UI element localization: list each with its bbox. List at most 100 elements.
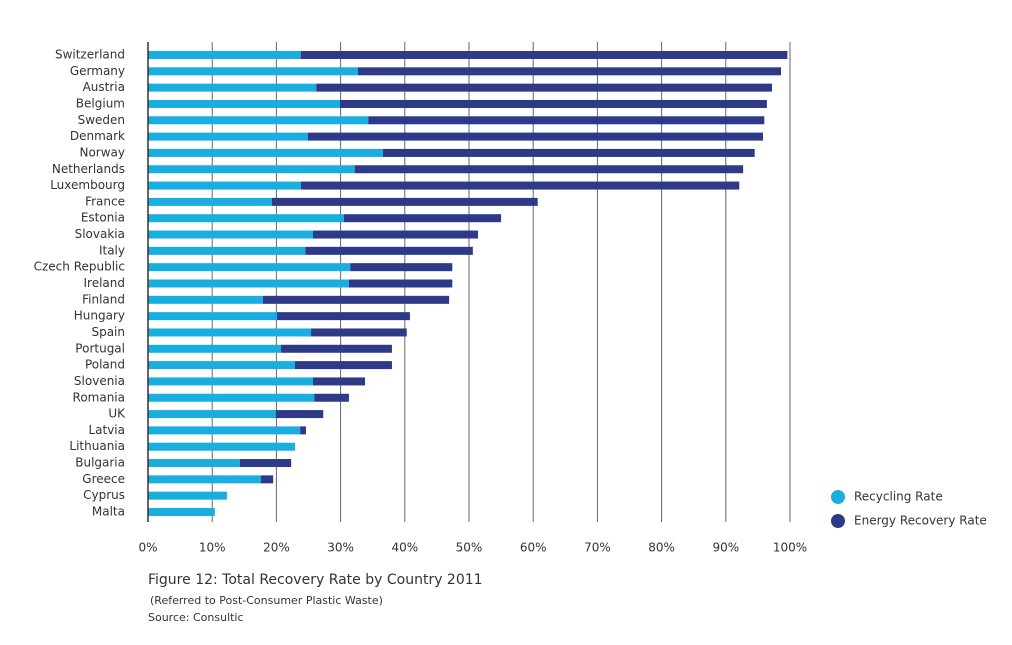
y-tick-label: Sweden: [78, 113, 125, 127]
bar-segment: [148, 295, 263, 304]
bar-segment: [262, 295, 450, 304]
x-tick-label: 10%: [199, 541, 226, 555]
chart-source: Source: Consultic: [148, 611, 244, 624]
bar-segment: [148, 491, 227, 500]
bar-segment: [300, 181, 740, 190]
x-tick-label: 90%: [712, 541, 739, 555]
bar-segment: [148, 116, 369, 125]
y-tick-label: Slovakia: [75, 227, 125, 241]
bar-segment: [148, 181, 301, 190]
bar-segment: [148, 508, 215, 516]
bar-segment: [382, 148, 755, 157]
bar-segment: [148, 51, 301, 59]
y-tick-label: Ireland: [83, 276, 125, 290]
bar-segment: [314, 393, 349, 402]
bar-segment: [275, 410, 324, 419]
bar-segment: [239, 459, 292, 468]
bar-segment: [148, 148, 383, 157]
x-tick-label: 60%: [520, 541, 547, 555]
x-tick-label: 70%: [584, 541, 611, 555]
y-tick-label: Germany: [70, 64, 125, 78]
legend-marker: [831, 490, 845, 504]
y-tick-label: Cyprus: [83, 488, 125, 502]
y-tick-label: Portugal: [75, 341, 125, 355]
legend-label: Recycling Rate: [854, 490, 943, 504]
bar-segment: [307, 132, 764, 141]
bar-segment: [148, 328, 312, 337]
bar-segment: [148, 99, 340, 108]
bar-segment: [148, 361, 296, 370]
bar-segment: [354, 165, 744, 174]
x-tick-label: 80%: [648, 541, 675, 555]
bar-segment: [148, 197, 272, 206]
bar-segment: [295, 361, 392, 370]
legend-label: Energy Recovery Rate: [854, 514, 987, 528]
bar-segment: [148, 214, 344, 223]
y-tick-label: Netherlands: [52, 162, 125, 176]
bar-segment: [312, 230, 478, 239]
y-tick-label: Czech Republic: [34, 260, 125, 274]
bar-segment: [148, 377, 313, 386]
bar-segment: [339, 99, 767, 108]
x-tick-label: 30%: [327, 541, 354, 555]
bar-segment: [148, 165, 355, 174]
bar-segment: [312, 377, 365, 386]
bar-segment: [148, 230, 313, 239]
y-tick-label: Switzerland: [55, 48, 125, 62]
bar-segment: [148, 393, 315, 402]
y-tick-label: Estonia: [81, 211, 125, 225]
x-tick-label: 100%: [773, 541, 807, 555]
y-tick-label: Slovenia: [74, 374, 125, 388]
y-tick-label: France: [85, 194, 125, 208]
y-tick-label: Finland: [82, 292, 125, 306]
bar-segment: [148, 312, 278, 321]
y-tick-label: Belgium: [76, 96, 125, 110]
x-tick-label: 20%: [263, 541, 290, 555]
bar-segment: [343, 214, 502, 223]
bar-segment: [148, 459, 240, 468]
chart-title: Figure 12: Total Recovery Rate by Countr…: [148, 572, 483, 588]
bar-segment: [271, 197, 538, 206]
bar-segment: [311, 328, 407, 337]
bar-segment: [148, 132, 308, 141]
x-tick-label: 50%: [456, 541, 483, 555]
bar-segment: [148, 67, 358, 76]
y-tick-label: Romania: [73, 390, 125, 404]
y-tick-label: Norway: [79, 145, 125, 159]
y-tick-label: Malta: [92, 505, 125, 519]
y-tick-label: Greece: [82, 472, 125, 486]
y-tick-label: Lithuania: [69, 439, 125, 453]
y-tick-label: Luxembourg: [50, 178, 125, 192]
bar-segment: [300, 51, 788, 59]
y-tick-label: UK: [108, 407, 126, 421]
bar-segment: [280, 344, 392, 353]
bar-segment: [148, 475, 261, 484]
y-tick-label: Poland: [85, 358, 125, 372]
y-tick-label: Hungary: [74, 309, 125, 323]
y-tick-label: Italy: [99, 243, 125, 257]
bar-segment: [148, 263, 351, 272]
bar-segment: [357, 67, 782, 76]
y-tick-label: Denmark: [70, 129, 125, 143]
bar-segment: [148, 344, 281, 353]
bar-segment: [316, 83, 773, 92]
bar-segment: [148, 410, 276, 419]
bar-segment: [305, 246, 473, 255]
bar-segment: [350, 263, 453, 272]
chart-subtitle: (Referred to Post-Consumer Plastic Waste…: [150, 594, 383, 607]
bar-segment: [148, 442, 296, 451]
bar-segment: [148, 246, 306, 255]
bar-segment: [368, 116, 765, 125]
x-tick-label: 40%: [391, 541, 418, 555]
bar-segment: [277, 312, 410, 321]
bar-segment: [148, 83, 317, 92]
y-tick-label: Bulgaria: [75, 456, 125, 470]
x-tick-label: 0%: [138, 541, 157, 555]
y-tick-label: Spain: [91, 325, 125, 339]
bar-segment: [300, 426, 306, 435]
bar-segment: [348, 279, 453, 288]
y-tick-label: Austria: [83, 80, 125, 94]
y-tick-label: Latvia: [88, 423, 125, 437]
legend-marker: [831, 514, 845, 528]
